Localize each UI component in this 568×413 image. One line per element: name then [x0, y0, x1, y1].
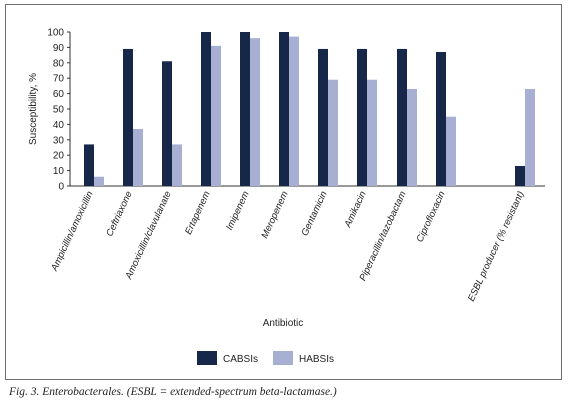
bar-cabsis-10	[515, 165, 525, 186]
x-tick-label: Piperacillin/tazobactam	[357, 190, 408, 283]
x-tick-label: Meropenem	[259, 190, 290, 241]
bar-cabsis-2	[162, 61, 172, 187]
bar-habsis-6	[328, 79, 338, 186]
bar-cabsis-6	[318, 48, 328, 186]
y-tick-label: 20	[53, 151, 65, 162]
y-tick-label: 60	[53, 89, 65, 100]
bar-cabsis-5	[279, 32, 289, 186]
bar-habsis-2	[172, 144, 182, 186]
bar-habsis-4	[250, 38, 260, 186]
y-tick-label: 0	[58, 182, 64, 193]
bar-cabsis-4	[240, 32, 250, 186]
bar-habsis-3	[211, 45, 221, 186]
bar-habsis-8	[407, 88, 417, 186]
legend-swatch-cabsis	[197, 351, 217, 365]
legend-label: HABSIs	[299, 354, 334, 365]
x-tick-label: Ceftriaxone	[104, 190, 135, 239]
y-tick-label: 40	[53, 120, 65, 131]
bar-habsis-0	[94, 176, 104, 186]
legend: CABSIs HABSIs	[197, 351, 334, 365]
x-tick-label: Amoxicillin/clavulanate	[123, 190, 174, 282]
bar-cabsis-1	[123, 48, 133, 186]
bar-cabsis-8	[397, 48, 407, 186]
x-tick-label: Imipenem	[224, 190, 252, 233]
figure-frame	[5, 4, 562, 380]
x-tick-label: ESBL producer (% resistant)	[466, 190, 527, 304]
y-tick-label: 30	[53, 135, 65, 146]
y-tick-label: 10	[53, 166, 65, 177]
y-tick-label: 70	[53, 74, 65, 85]
x-tick-label: Amikacin	[342, 190, 369, 230]
y-tick-label: 50	[53, 105, 65, 116]
x-tick-label: Ertapenem	[183, 190, 213, 237]
figure-caption: Fig. 3. Enterobacterales. (ESBL = extend…	[9, 386, 337, 398]
y-axis-title: Susceptibility, %	[28, 73, 39, 145]
bar-chart: 0 10 20 30 40 50 60 70 80 90 100 Ampicillin/amoxici…	[28, 28, 545, 365]
y-tick-label: 100	[47, 28, 64, 39]
legend-label: CABSIs	[223, 354, 258, 365]
x-axis-title: Antibiotic	[263, 318, 304, 329]
y-tick-label: 90	[53, 43, 65, 54]
x-tick-label: Gentamicin	[299, 190, 329, 238]
x-tick-label: Ciprofloxacin	[415, 190, 448, 244]
bar-cabsis-9	[436, 52, 446, 186]
bar-habsis-1	[133, 129, 143, 186]
bar-habsis-5	[289, 36, 299, 187]
x-tick-label: Ampicillin/amoxicillin	[49, 190, 96, 274]
bar-habsis-10	[525, 88, 535, 186]
bar-cabsis-0	[84, 144, 94, 186]
bar-habsis-9	[446, 116, 456, 186]
bar-cabsis-7	[357, 48, 367, 186]
y-tick-label: 80	[53, 58, 65, 69]
bar-cabsis-3	[201, 32, 211, 186]
bar-habsis-7	[367, 79, 377, 186]
legend-swatch-habsis	[273, 351, 293, 365]
